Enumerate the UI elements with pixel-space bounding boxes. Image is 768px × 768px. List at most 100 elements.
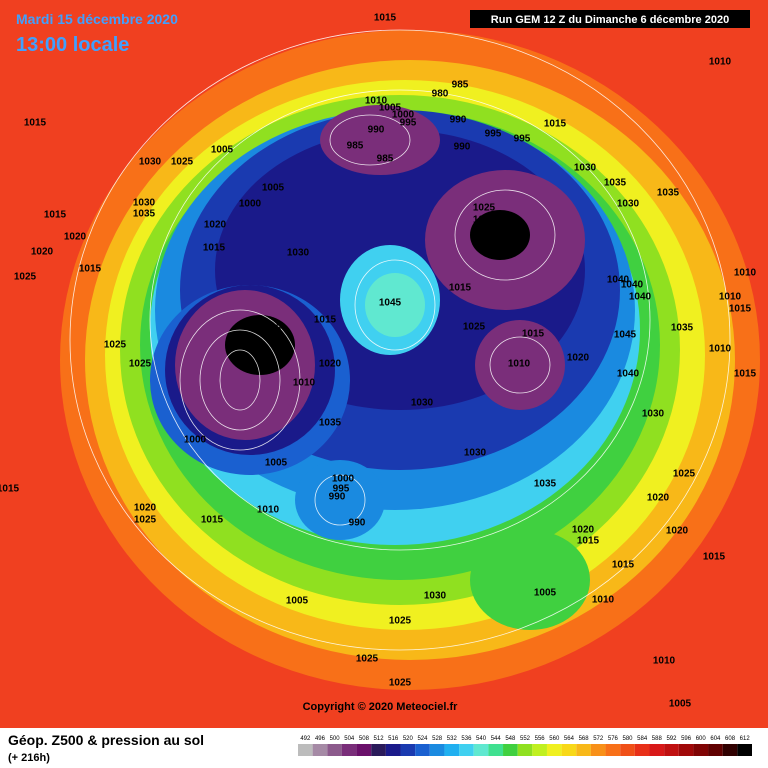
scale-swatch bbox=[444, 744, 460, 756]
pressure-label: 1010 bbox=[257, 505, 280, 516]
time-title: 13:00 locale bbox=[16, 34, 129, 56]
footer-title: Géop. Z500 & pression au sol bbox=[8, 732, 204, 748]
pressure-label: 1000 bbox=[332, 474, 355, 485]
scale-swatch bbox=[400, 744, 416, 756]
pressure-label: 1025 bbox=[14, 272, 37, 283]
pressure-label: 1030 bbox=[411, 398, 434, 409]
scale-label: 524 bbox=[417, 736, 428, 742]
pressure-label: 1025 bbox=[134, 515, 157, 526]
scale-label: 504 bbox=[344, 736, 355, 742]
pressure-label: 1030 bbox=[617, 199, 640, 210]
pressure-label: 1005 bbox=[534, 588, 557, 599]
pressure-label: 1005 bbox=[286, 596, 309, 607]
scale-swatch bbox=[371, 744, 386, 756]
pressure-label: 1020 bbox=[666, 526, 689, 537]
scale-swatch bbox=[312, 744, 328, 756]
scale-label: 596 bbox=[681, 736, 692, 742]
scale-label: 568 bbox=[579, 736, 590, 742]
pressure-label: 1045 bbox=[379, 298, 402, 309]
pressure-label: 1015 bbox=[449, 283, 472, 294]
pressure-label: 1025 bbox=[171, 157, 194, 168]
scale-label: 588 bbox=[652, 736, 663, 742]
pressure-label: 1040 bbox=[629, 292, 652, 303]
footer-lead: (+ 216h) bbox=[8, 752, 50, 764]
pressure-label: 1015 bbox=[203, 243, 226, 254]
scale-label: 604 bbox=[710, 736, 721, 742]
pressure-label: 980 bbox=[432, 89, 449, 100]
pressure-label: 1030 bbox=[464, 448, 487, 459]
pressure-label: 1005 bbox=[259, 324, 282, 335]
pressure-label: 1010 bbox=[734, 268, 757, 279]
scale-label: 564 bbox=[564, 736, 575, 742]
pressure-label: 1015 bbox=[79, 264, 102, 275]
pressure-label: 1010 bbox=[592, 595, 615, 606]
pressure-label: 1020 bbox=[134, 503, 157, 514]
scale-label: 584 bbox=[637, 736, 648, 742]
pressure-label: 1015 bbox=[24, 118, 47, 129]
pressure-label: 1000 bbox=[184, 435, 207, 446]
scale-swatch bbox=[634, 744, 650, 756]
isobars bbox=[69, 29, 731, 651]
date-title: Mardi 15 décembre 2020 bbox=[16, 11, 178, 27]
pressure-label: 1015 bbox=[734, 369, 757, 380]
pressure-label: 1010 bbox=[709, 344, 732, 355]
pressure-label: 1015 bbox=[314, 315, 337, 326]
pressure-label: 990 bbox=[368, 125, 385, 136]
pressure-label: 1035 bbox=[133, 209, 156, 220]
scale-label: 532 bbox=[447, 736, 458, 742]
pressure-label: 1025 bbox=[389, 616, 412, 627]
scale-label: 500 bbox=[330, 736, 341, 742]
scale-label: 612 bbox=[740, 736, 751, 742]
pressure-label: 1025 bbox=[473, 215, 496, 226]
pressure-label: 1015 bbox=[729, 304, 752, 315]
scale-swatch bbox=[488, 744, 504, 756]
pressure-label: 1015 bbox=[544, 119, 567, 130]
run-info: Run GEM 12 Z du Dimanche 6 décembre 2020 bbox=[491, 14, 729, 26]
pressure-label: 1030 bbox=[424, 591, 447, 602]
scale-label: 540 bbox=[476, 736, 487, 742]
scale-swatch bbox=[473, 744, 489, 756]
scale-swatch bbox=[590, 744, 606, 756]
pressure-label: 1035 bbox=[319, 418, 342, 429]
pressure-label: 1015 bbox=[44, 210, 67, 221]
pressure-label: 1010 bbox=[709, 57, 732, 68]
pressure-label: 1000 bbox=[239, 199, 262, 210]
pressure-label: 1035 bbox=[604, 178, 627, 189]
scale-label: 536 bbox=[461, 736, 472, 742]
color-scale: 492 496 500 504 508 512 516 520 524 528 532 536 540 5… bbox=[298, 736, 752, 756]
pressure-label: 1010 bbox=[365, 96, 388, 107]
pressure-label: 1010 bbox=[508, 359, 531, 370]
pressure-label: 1025 bbox=[356, 654, 379, 665]
pressure-label: 1010 bbox=[719, 292, 742, 303]
scale-label: 512 bbox=[374, 736, 385, 742]
scale-swatch bbox=[385, 744, 401, 756]
scale-swatch bbox=[722, 744, 738, 756]
scale-swatch bbox=[605, 744, 621, 756]
scale-swatch bbox=[459, 744, 474, 756]
pressure-label: 990 bbox=[454, 142, 471, 153]
run-box bbox=[470, 10, 750, 28]
scale-swatch bbox=[693, 744, 709, 756]
pressure-label: 1035 bbox=[657, 188, 680, 199]
pressure-label: 1005 bbox=[379, 103, 402, 114]
scale-label: 544 bbox=[491, 736, 502, 742]
pressure-label: 1020 bbox=[647, 493, 670, 504]
scale-swatch bbox=[415, 744, 430, 756]
scale-label: 528 bbox=[432, 736, 443, 742]
pressure-label: 1020 bbox=[64, 232, 87, 243]
scale-label: 552 bbox=[520, 736, 531, 742]
pressure-label: 1025 bbox=[104, 340, 127, 351]
pressure-label: 1020 bbox=[31, 247, 54, 258]
pressure-label: 995 bbox=[485, 129, 502, 140]
pressure-label: 1005 bbox=[265, 458, 288, 469]
scale-swatch bbox=[678, 744, 694, 756]
pressure-label: 1025 bbox=[673, 469, 696, 480]
scale-swatch bbox=[546, 744, 562, 756]
pressure-label: 1025 bbox=[129, 359, 152, 370]
scale-swatch bbox=[737, 744, 752, 756]
scale-label: 520 bbox=[403, 736, 414, 742]
scale-label: 492 bbox=[300, 736, 311, 742]
scale-swatch bbox=[649, 744, 665, 756]
